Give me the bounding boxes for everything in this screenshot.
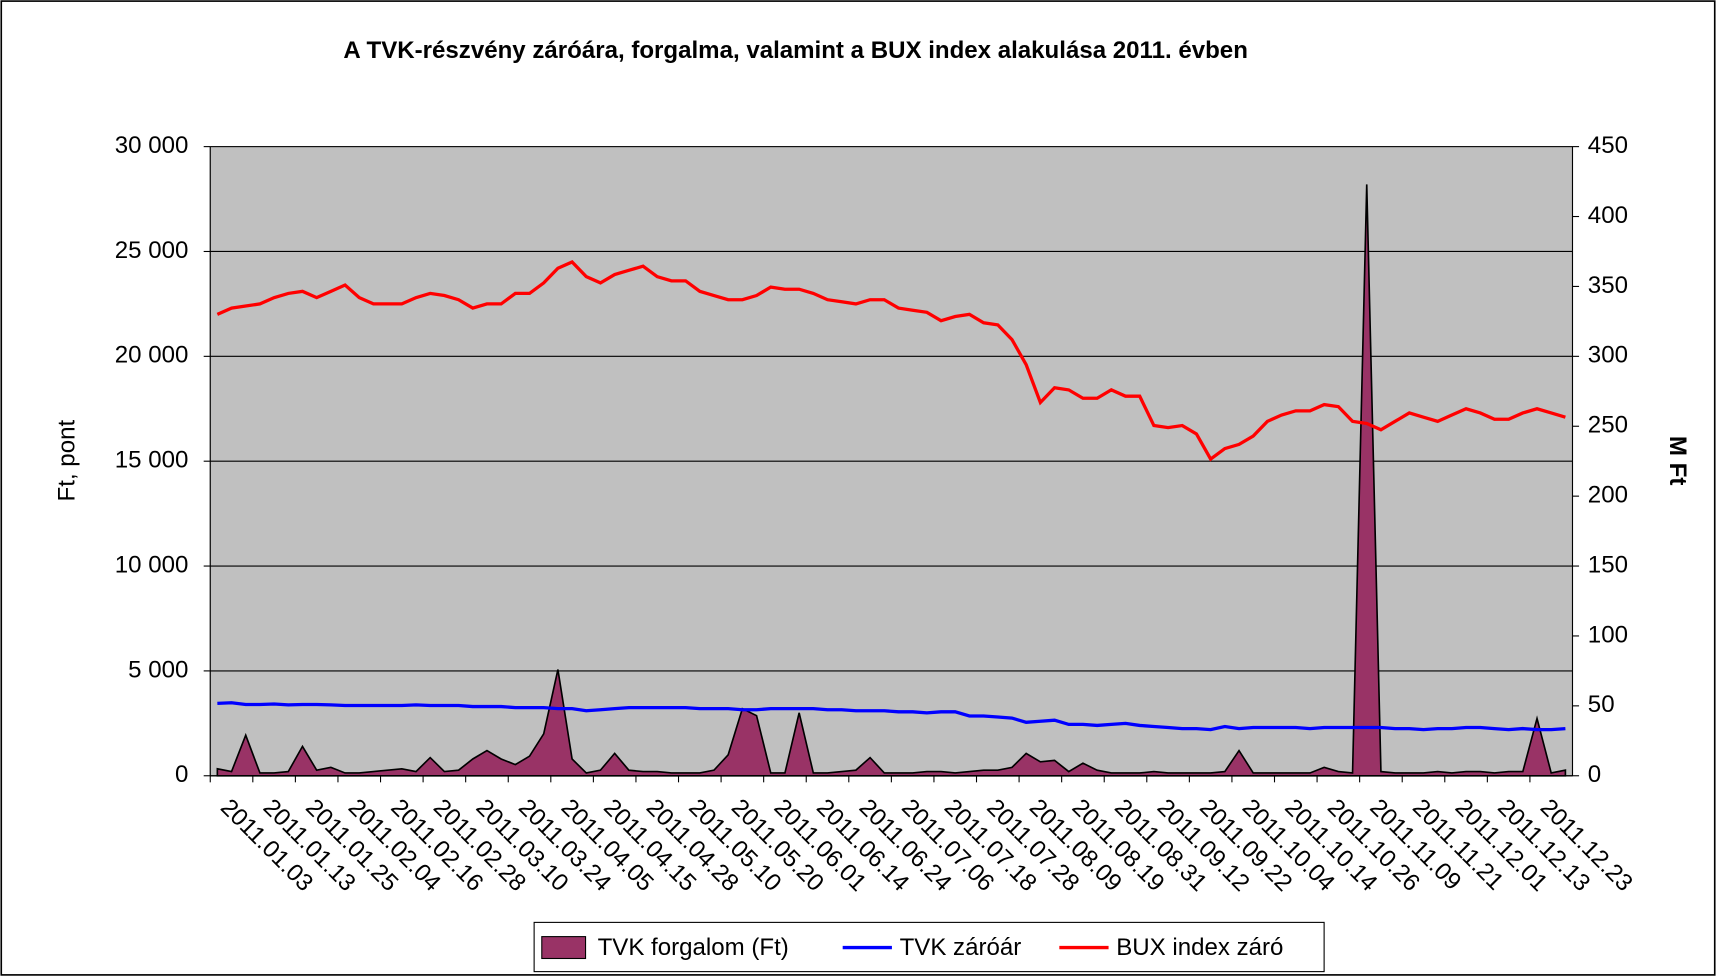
legend-label: TVK záróár bbox=[900, 934, 1022, 961]
y2-tick-label: 50 bbox=[1588, 691, 1615, 718]
y2-tick-label: 450 bbox=[1588, 132, 1628, 159]
y2-tick-label: 150 bbox=[1588, 551, 1628, 578]
area bbox=[216, 184, 1567, 777]
chart-title: A TVK-részvény záróára, forgalma, valami… bbox=[343, 37, 1248, 64]
y2-axis-label: M Ft bbox=[1664, 436, 1691, 485]
legend-swatch bbox=[541, 936, 587, 960]
legend-box bbox=[533, 921, 1325, 973]
y-tick-label: 15 000 bbox=[115, 447, 189, 474]
y2-tick-label: 400 bbox=[1588, 202, 1628, 229]
y-tick-label: 25 000 bbox=[115, 237, 189, 264]
legend: TVK forgalom (Ft) TVK záróár BUX index zár… bbox=[533, 921, 1325, 973]
y-tick-label: 30 000 bbox=[115, 132, 189, 159]
legend-label: BUX index záró bbox=[1116, 934, 1283, 961]
y2-tick-label: 350 bbox=[1588, 272, 1628, 299]
y2-tick-label: 250 bbox=[1588, 412, 1628, 439]
y2-tick-label: 0 bbox=[1588, 761, 1601, 788]
y2-tick-label: 200 bbox=[1588, 482, 1628, 509]
y-tick-label: 0 bbox=[175, 761, 188, 788]
y-tick-label: 20 000 bbox=[115, 342, 189, 369]
line bbox=[216, 259, 1566, 462]
y2-tick-label: 300 bbox=[1588, 342, 1628, 369]
legend-label: TVK forgalom (Ft) bbox=[598, 934, 789, 961]
y-tick-label: 10 000 bbox=[115, 551, 189, 578]
y-axis-label: Ft, pont bbox=[53, 420, 80, 502]
line bbox=[217, 701, 1566, 732]
y2-tick-label: 100 bbox=[1588, 621, 1628, 648]
y-tick-label: 5 000 bbox=[128, 656, 188, 683]
